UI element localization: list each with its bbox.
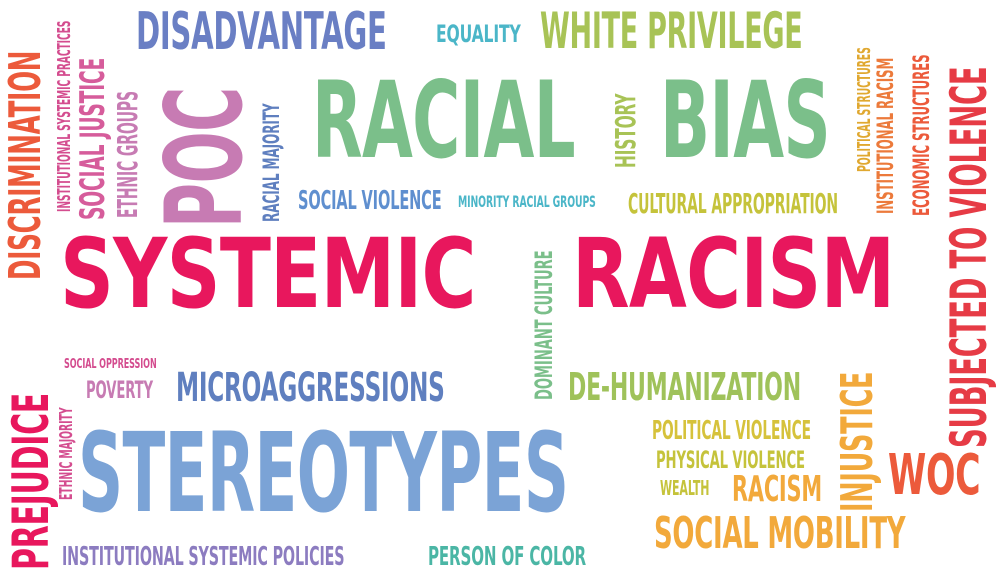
word-racism-small: RACISM [732,469,822,510]
word-discrimination: DISCRIMINATION [0,50,51,280]
word-bias: BIAS [660,59,831,182]
word-history: HISTORY [609,93,642,168]
word-social-violence: SOCIAL VIOLENCE [298,186,442,216]
word-person-of-color: PERSON OF COLOR [428,542,587,572]
word-dominant-culture: DOMINANT CULTURE [530,250,558,400]
word-equality: EQUALITY [436,20,521,48]
word-institutional-systemic-policies: INSTITUTIONAL SYSTEMIC POLICIES [62,542,345,572]
word-poverty: POVERTY [86,376,153,404]
word-cultural-appropriation: CULTURAL APPROPRIATION [628,187,838,220]
word-white-privilege: WHITE PRIVILEGE [540,2,803,60]
word-physical-violence: PHYSICAL VIOLENCE [656,446,805,474]
word-microaggressions: MICROAGGRESSIONS [176,365,445,411]
word-ethnic-groups: ETHNIC GROUPS [111,91,144,218]
word-social-oppression: SOCIAL OPPRESSION [64,357,157,372]
word-subjected-to-violence: SUBJECTED TO VIOLENCE [940,66,998,449]
word-prejudice: PREJUDICE [2,393,60,570]
word-racism-large: RACISM [572,218,895,330]
word-social-justice: SOCIAL JUSTICE [73,57,113,220]
word-racial: RACIAL [312,59,576,182]
word-poc: POC [143,87,266,228]
word-institutional-racism: INSTITUTIONAL RACISM [874,57,899,214]
word-injustice: INJUSTICE [832,371,883,512]
word-systemic: SYSTEMIC [60,218,476,330]
word-woc: WOC [888,443,981,508]
word-political-structures: POLITICAL STRUCTURES [854,47,875,172]
word-racial-majority: RACIAL MAJORITY [260,103,285,222]
word-de-humanization: DE-HUMANIZATION [568,365,801,409]
word-ethnic-majority: ETHNIC MAJORITY [56,407,77,500]
word-institutional-systemic-practices: INSTITUTIONAL SYSTEMIC PRACTICES [54,20,75,213]
word-economic-structures: ECONOMIC STRUCTURES [910,54,935,216]
word-wealth: WEALTH [660,476,710,500]
word-political-violence: POLITICAL VIOLENCE [652,416,811,446]
word-stereotypes: STEREOTYPES [78,409,569,537]
word-social-mobility: SOCIAL MOBILITY [654,508,906,559]
word-minority-racial-groups: MINORITY RACIAL GROUPS [458,192,596,211]
word-disadvantage: DISADVANTAGE [136,2,387,62]
